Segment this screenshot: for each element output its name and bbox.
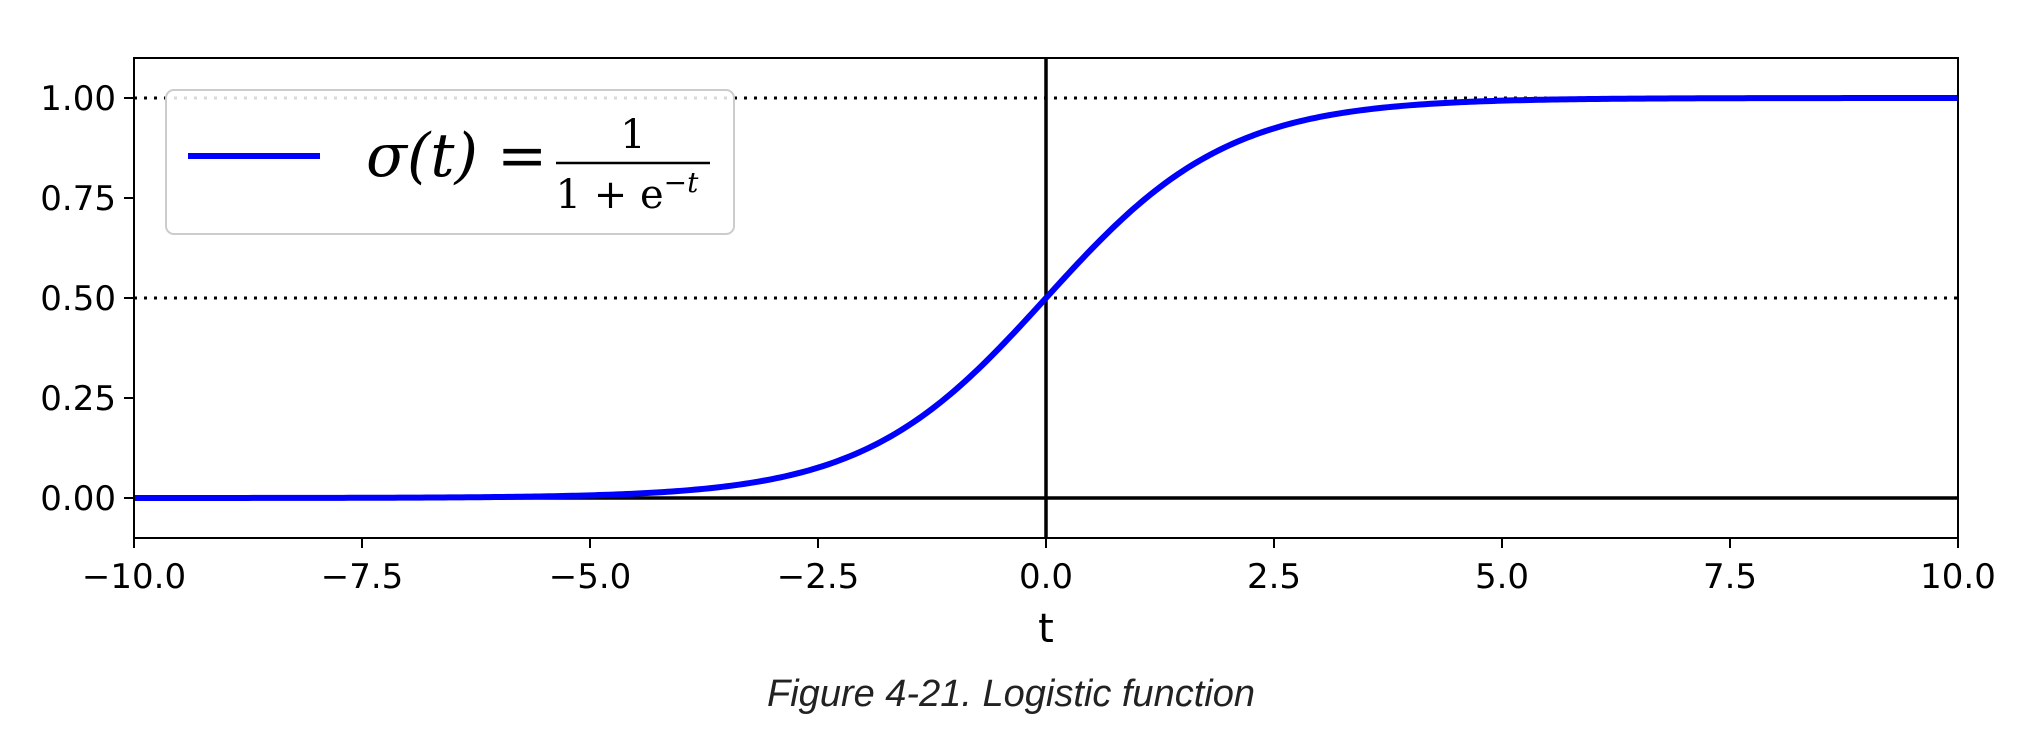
y-tick-label: 0.75 bbox=[40, 179, 116, 219]
y-tick-label: 1.00 bbox=[40, 79, 116, 119]
x-tick-label: 5.0 bbox=[1475, 557, 1529, 597]
legend-denominator-base: 1 + e bbox=[556, 172, 664, 218]
x-tick-label: −2.5 bbox=[777, 557, 860, 597]
x-tick-label: −7.5 bbox=[321, 557, 404, 597]
y-tick-label: 0.50 bbox=[40, 279, 116, 319]
figure-caption: Figure 4-21. Logistic function bbox=[767, 673, 1255, 715]
y-tick-label: 0.25 bbox=[40, 379, 116, 419]
legend-label: σ(t) = bbox=[366, 121, 547, 191]
x-tick-label: 2.5 bbox=[1247, 557, 1301, 597]
x-axis-label: t bbox=[1038, 606, 1054, 652]
y-tick-label: 0.00 bbox=[40, 479, 116, 519]
x-tick-label: −5.0 bbox=[549, 557, 632, 597]
legend: σ(t) = 1 1 + e−t bbox=[165, 89, 735, 235]
x-tick-label: 0.0 bbox=[1019, 557, 1073, 597]
legend-box bbox=[165, 89, 735, 235]
legend-fraction-denominator: 1 + e−t bbox=[556, 166, 700, 218]
y-axis-ticks: 0.00 0.25 0.50 0.75 1.00 bbox=[40, 79, 134, 519]
x-axis-ticks: −10.0 −7.5 −5.0 −2.5 0.0 2.5 5.0 7.5 10.0 bbox=[82, 538, 1996, 597]
x-tick-label: −10.0 bbox=[82, 557, 186, 597]
legend-denominator-exponent: −t bbox=[664, 166, 699, 199]
series-line-sigmoid bbox=[134, 95, 1958, 501]
x-tick-label: 7.5 bbox=[1703, 557, 1757, 597]
legend-fraction-numerator: 1 bbox=[620, 112, 645, 158]
x-tick-label: 10.0 bbox=[1920, 557, 1996, 597]
